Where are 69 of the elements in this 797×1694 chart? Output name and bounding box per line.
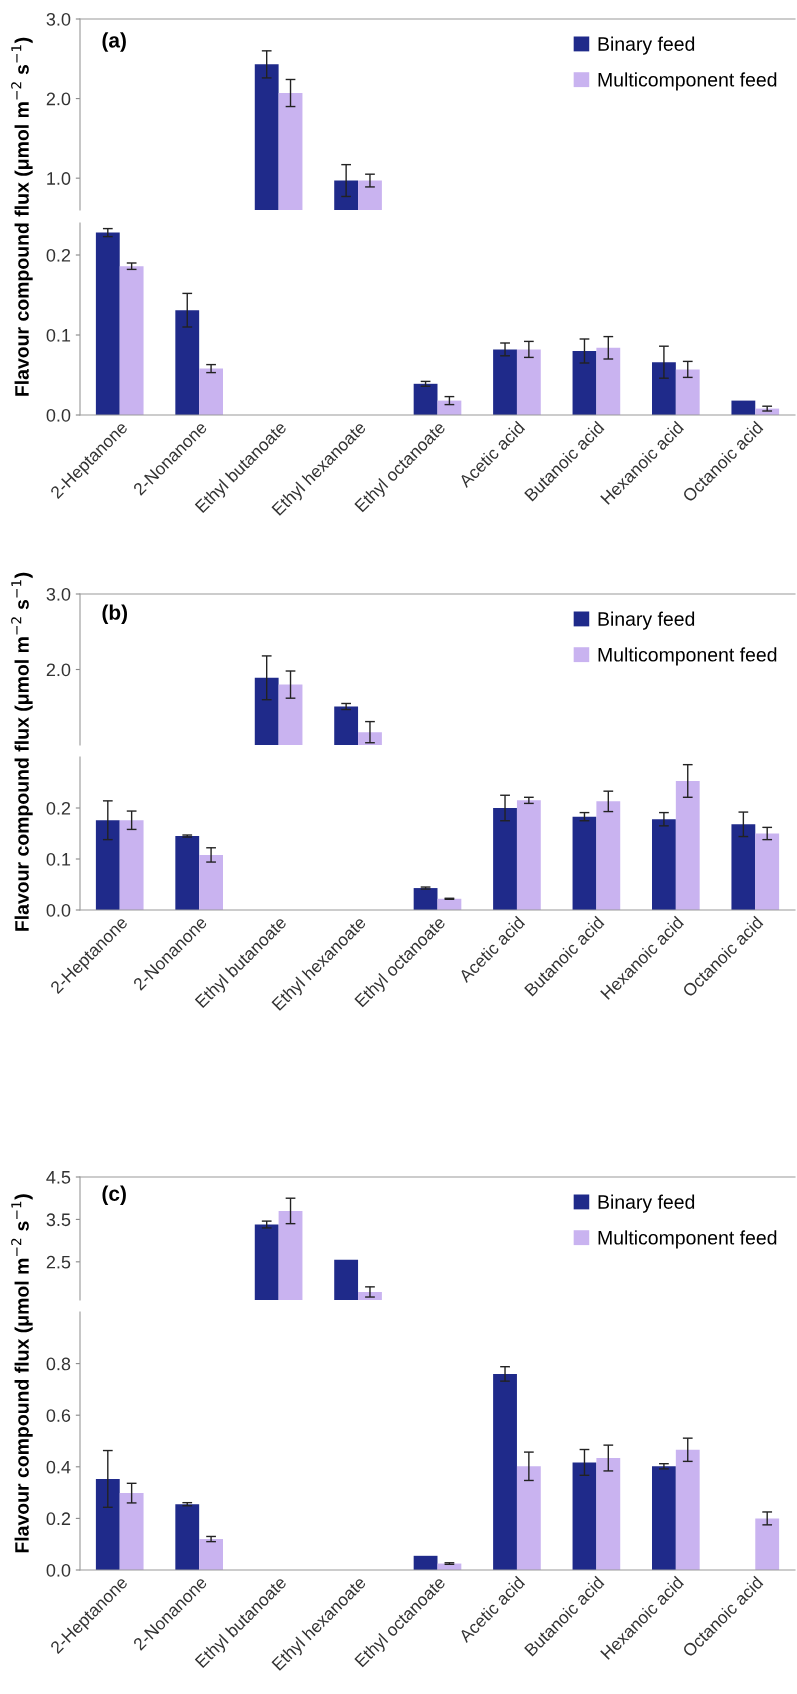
bar [572, 816, 597, 910]
y-tick-label: 2.0 [46, 92, 71, 106]
bar [675, 1449, 700, 1570]
y-axis-title: Flavour compound flux (μmol m$^{−2}$ s$^{−1}$) [11, 37, 33, 396]
bar [596, 801, 621, 910]
bar [199, 368, 223, 415]
bar [493, 808, 517, 910]
bar [572, 1462, 597, 1570]
y-tick-label: 0.6 [46, 1409, 71, 1422]
y-tick-label: 1.0 [47, 172, 71, 185]
bar [731, 400, 756, 415]
legend-label: Binary feed [598, 611, 695, 630]
legend-label: Multicomponent feed [598, 72, 777, 91]
y-tick-label: 0.2 [46, 801, 71, 815]
bar [516, 1466, 541, 1570]
bar [175, 1504, 200, 1570]
y-tick-label: 4.5 [46, 1171, 71, 1184]
y-tick-label: 0.1 [46, 328, 71, 342]
y-tick-label: 0.1 [46, 852, 71, 866]
bar [199, 1539, 223, 1570]
bar [493, 1373, 517, 1570]
bar [95, 232, 120, 415]
legend-label: Multicomponent feed [598, 1230, 777, 1249]
bar [596, 1458, 621, 1570]
legend-label: Binary feed [598, 36, 695, 55]
bar [731, 824, 756, 910]
annotation: (a) [102, 32, 126, 52]
bar [572, 351, 597, 415]
bar [652, 819, 676, 910]
bar [675, 780, 700, 910]
bar [413, 888, 438, 910]
bar [652, 362, 676, 415]
bar [199, 854, 223, 910]
y-axis-title: Flavour compound flux (μmol m$^{−2}$ s$^{−1}$) [11, 572, 33, 931]
bar [95, 820, 120, 910]
bar [516, 349, 541, 415]
y-tick-label: 0.0 [46, 408, 71, 422]
y-axis-title: Flavour compound flux (μmol m$^{−2}$ s$^{−1}$) [11, 1194, 33, 1553]
bar [437, 898, 462, 910]
y-tick-label: 3.5 [46, 1213, 71, 1227]
y-tick-label: 2.5 [46, 1255, 71, 1269]
y-tick-label: 0.4 [46, 1460, 71, 1474]
bar [596, 347, 621, 415]
bar [652, 1466, 676, 1570]
bar [755, 1518, 780, 1570]
bar [516, 800, 541, 910]
bar [119, 820, 144, 910]
bar [675, 369, 700, 415]
y-tick-label: 0.2 [46, 1512, 71, 1526]
legend-label: Binary feed [598, 1194, 695, 1213]
annotation: (b) [102, 604, 128, 624]
legend-label: Multicomponent feed [598, 647, 777, 666]
bar [755, 833, 780, 910]
y-tick-label: 0.0 [46, 903, 71, 917]
bar [175, 310, 200, 415]
y-tick-label: 0.0 [46, 1563, 71, 1577]
annotation: (c) [102, 1185, 126, 1206]
y-tick-label: 3.0 [46, 587, 71, 601]
bar [175, 836, 200, 910]
bar [413, 383, 438, 415]
bar [95, 1478, 120, 1570]
bar [493, 349, 517, 415]
y-tick-label: 3.0 [46, 12, 71, 26]
y-tick-label: 0.2 [46, 248, 71, 262]
y-tick-label: 0.8 [46, 1357, 71, 1371]
bar [437, 400, 462, 415]
bar [119, 266, 144, 415]
y-tick-label: 2.0 [46, 663, 71, 677]
bar [119, 1493, 144, 1570]
